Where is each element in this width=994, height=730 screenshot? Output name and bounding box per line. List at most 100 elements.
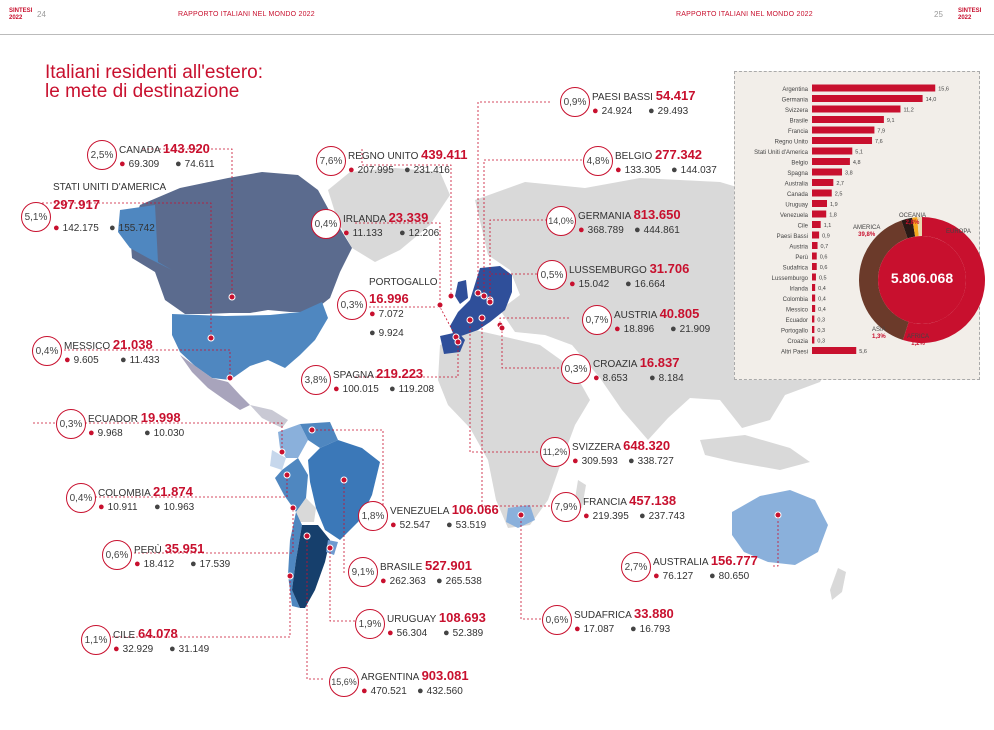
pct-badge: 0,7% [582, 305, 612, 335]
male-icon: ● [443, 627, 450, 639]
male-icon: ● [369, 327, 376, 339]
donut-label-oceania: OCEANIA 2,8% [899, 213, 927, 226]
running-title-left: RAPPORTO ITALIANI NEL MONDO 2022 [178, 11, 315, 18]
pct-badge: 0,6% [542, 605, 572, 635]
female-icon: ● [583, 510, 590, 522]
donut-label-america: AMERICA 39,8% [853, 225, 881, 238]
brand-right: SINTESI 2022 [958, 8, 982, 21]
male-icon: ● [154, 501, 161, 513]
leader-lines [32, 101, 779, 680]
pct-badge: 0,4% [32, 336, 62, 366]
argentina-shape [292, 525, 330, 608]
pct-badge: 11,2% [540, 437, 570, 467]
alaska-shape [118, 205, 172, 270]
pct-badge: 0,4% [66, 483, 96, 513]
male-icon: ● [389, 383, 396, 395]
female-icon: ● [592, 105, 599, 117]
pct-badge: 1,8% [358, 501, 388, 531]
page-number-left: 24 [37, 10, 46, 19]
brand-left: SINTESI 2022 [9, 8, 33, 21]
usa-shape [172, 302, 328, 380]
female-icon: ● [64, 354, 71, 366]
female-icon: ● [113, 643, 120, 655]
female-icon: ● [53, 222, 60, 234]
pct-badge: 7,6% [316, 146, 346, 176]
male-icon: ● [639, 510, 646, 522]
male-icon: ● [670, 323, 677, 335]
female-icon: ● [119, 158, 126, 170]
female-icon: ● [380, 575, 387, 587]
country-pins [207, 289, 782, 580]
male-icon: ● [144, 427, 151, 439]
male-icon: ● [417, 685, 424, 697]
male-icon: ● [709, 570, 716, 582]
male-icon: ● [648, 105, 655, 117]
male-icon: ● [649, 372, 656, 384]
male-icon: ● [625, 278, 632, 290]
pct-badge: 2,7% [621, 552, 651, 582]
female-icon: ● [614, 323, 621, 335]
male-icon: ● [630, 623, 637, 635]
ecuador-shape [270, 450, 286, 470]
pct-badge: 0,3% [337, 290, 367, 320]
africa-shape [438, 330, 590, 528]
pct-badge: 0,4% [311, 209, 341, 239]
male-icon: ● [436, 575, 443, 587]
pct-badge: 5,1% [21, 202, 51, 232]
female-icon: ● [574, 623, 581, 635]
male-icon: ● [404, 164, 411, 176]
female-icon: ● [343, 227, 350, 239]
pct-badge: 0,9% [560, 87, 590, 117]
australia-shape [732, 490, 828, 565]
female-icon: ● [134, 558, 141, 570]
male-icon: ● [169, 643, 176, 655]
female-icon: ● [98, 501, 105, 513]
greenland-shape [328, 168, 450, 262]
pct-badge: 7,9% [551, 492, 581, 522]
cile-shape [288, 512, 302, 608]
male-icon: ● [634, 224, 641, 236]
pct-badge: 14,0% [546, 206, 576, 236]
male-icon: ● [628, 455, 635, 467]
bolivia-shape [296, 498, 316, 522]
male-icon: ● [190, 558, 197, 570]
uk-shape [455, 280, 468, 304]
central-america-shape [250, 405, 288, 428]
female-icon: ● [578, 224, 585, 236]
europe-shape [450, 266, 512, 338]
female-icon: ● [653, 570, 660, 582]
donut-label-europa: EUROPA 54,9% [946, 229, 971, 242]
female-icon: ● [333, 383, 340, 395]
peru-shape [275, 458, 308, 512]
male-icon: ● [175, 158, 182, 170]
donut-label-africa: AFRICA 1,2% [907, 334, 930, 347]
male-icon: ● [109, 222, 116, 234]
page-header: SINTESI 2022 24 RAPPORTO ITALIANI NEL MON… [0, 0, 994, 35]
running-title-right: RAPPORTO ITALIANI NEL MONDO 2022 [676, 11, 813, 18]
pct-badge: 4,8% [583, 146, 613, 176]
male-icon: ● [671, 164, 678, 176]
male-icon: ● [446, 519, 453, 531]
nz-shape [830, 568, 846, 600]
pct-badge: 1,1% [81, 625, 111, 655]
female-icon: ● [390, 519, 397, 531]
infographic-title: Italiani residenti all'estero: le mete d… [45, 62, 264, 102]
male-icon: ● [399, 227, 406, 239]
female-icon: ● [572, 455, 579, 467]
donut-total-label: 5.806.068 [890, 270, 954, 286]
pct-badge: 1,9% [355, 609, 385, 639]
mexico-shape [180, 355, 250, 410]
female-icon: ● [348, 164, 355, 176]
female-icon: ● [593, 372, 600, 384]
page-number-right: 25 [934, 10, 943, 19]
female-icon: ● [88, 427, 95, 439]
female-icon: ● [387, 627, 394, 639]
male-icon: ● [120, 354, 127, 366]
colombia-shape [278, 424, 308, 458]
pct-badge: 0,3% [561, 354, 591, 384]
pct-badge: 9,1% [348, 557, 378, 587]
pct-badge: 2,5% [87, 140, 117, 170]
female-icon: ● [361, 685, 368, 697]
canada-shape [130, 172, 352, 314]
female-icon: ● [369, 308, 376, 320]
